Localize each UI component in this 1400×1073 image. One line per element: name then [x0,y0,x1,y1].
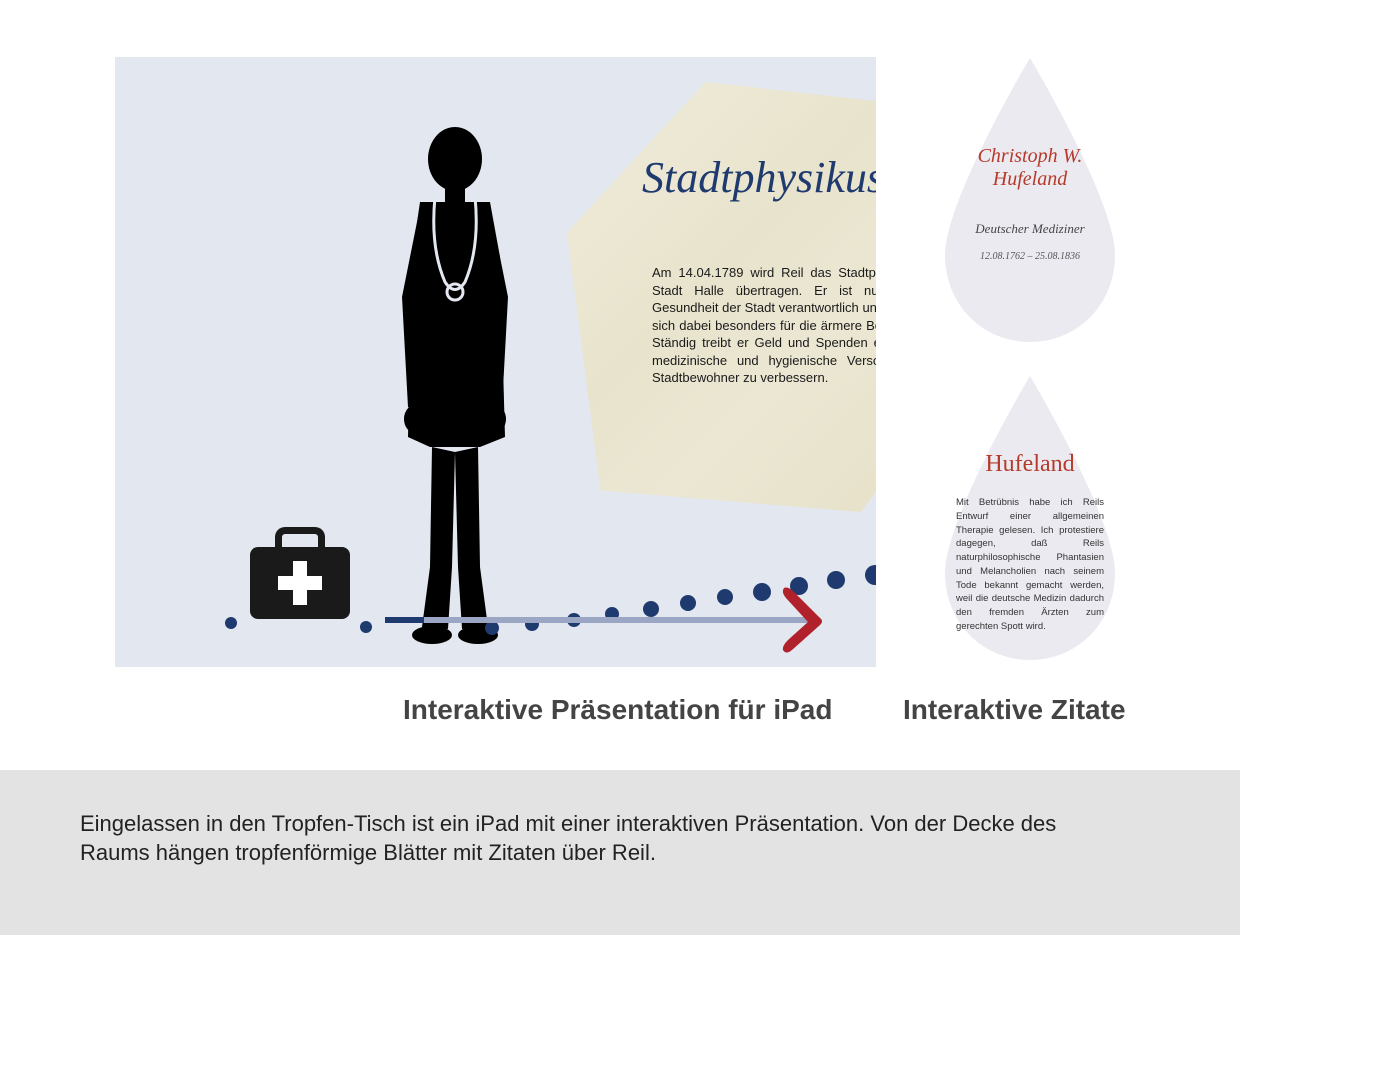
drop1-subtitle: Deutscher Mediziner [948,221,1112,237]
quote-drop-1[interactable]: Christoph W. Hufeland Deutscher Medizine… [930,55,1130,345]
drop1-name: Christoph W. Hufeland [948,145,1112,191]
parchment-title: Stadtphysikus [642,152,876,203]
footer-description-band: Eingelassen in den Tropfen-Tisch ist ein… [0,770,1240,935]
timeline-dot[interactable] [680,595,696,611]
caption-quotes: Interaktive Zitate [903,694,1126,726]
timeline-dot[interactable] [865,565,876,585]
timeline-dot[interactable] [753,583,771,601]
timeline-dot[interactable] [360,621,372,633]
drop1-dates: 12.08.1762 – 25.08.1836 [948,251,1112,262]
parchment-body: Am 14.04.1789 wird Reil das Stadtphysika… [652,264,876,387]
quote-drop-2[interactable]: Hufeland Mit Betrübnis habe ich Reils En… [930,373,1130,663]
drop2-title: Hufeland [948,451,1112,478]
progress-fill [385,617,424,623]
next-arrow-button[interactable] [776,582,831,657]
timeline-dot[interactable] [717,589,733,605]
quote-drops-column: Christoph W. Hufeland Deutscher Medizine… [910,55,1150,670]
progress-bar[interactable] [385,617,815,623]
drop2-body: Mit Betrübnis habe ich Reils Entwurf ein… [948,496,1112,634]
timeline-dot[interactable] [643,601,659,617]
footer-text: Eingelassen in den Tropfen-Tisch ist ein… [80,810,1130,867]
timeline-dot[interactable] [225,617,237,629]
ipad-presentation-panel: Stadtphysikus Am 14.04.1789 wird Reil da… [115,57,876,667]
caption-ipad: Interaktive Präsentation für iPad [403,694,832,726]
timeline-dot[interactable] [485,621,499,635]
parchment-card: Stadtphysikus Am 14.04.1789 wird Reil da… [567,82,876,512]
